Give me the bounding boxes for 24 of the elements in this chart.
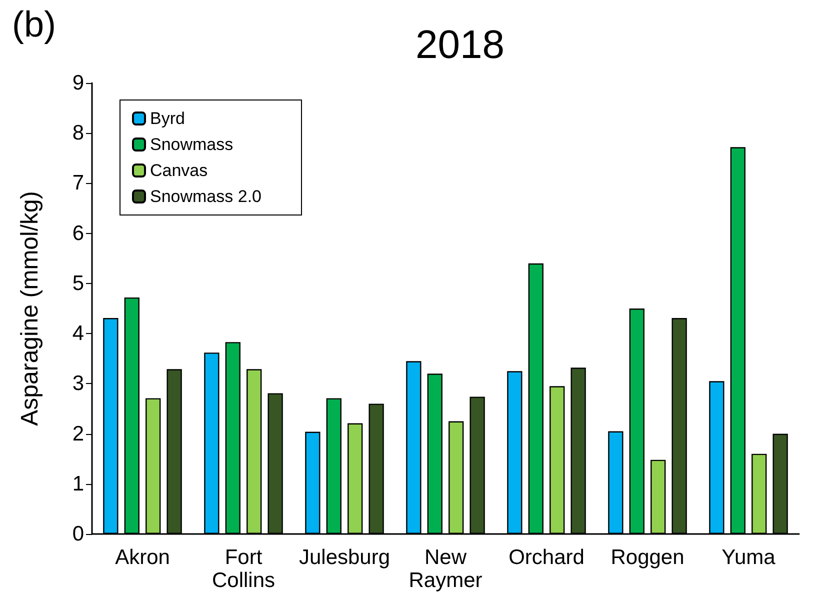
y-tick-label: 3 bbox=[72, 372, 84, 396]
x-tick-label: Fort Collins bbox=[212, 546, 276, 592]
chart-title: 2018 bbox=[416, 23, 504, 67]
legend-label: Snowmass 2.0 bbox=[150, 187, 262, 206]
legend-label: Snowmass bbox=[150, 135, 234, 154]
y-tick-label: 2 bbox=[72, 422, 84, 446]
y-tick-label: 1 bbox=[72, 472, 84, 496]
legend-label: Canvas bbox=[150, 161, 208, 180]
y-tick-label: 0 bbox=[72, 522, 84, 546]
x-tick-label: Julesburg bbox=[298, 546, 390, 569]
y-tick-label: 4 bbox=[72, 322, 84, 346]
y-tick-label: 9 bbox=[72, 72, 84, 94]
x-tick-label: Akron bbox=[115, 546, 170, 569]
y-tick-label: 5 bbox=[72, 272, 84, 295]
x-tick-label: New Raymer bbox=[408, 546, 482, 592]
y-axis-title: Asparagine (mmol/kg) bbox=[16, 191, 44, 426]
y-tick-label: 7 bbox=[72, 172, 84, 195]
x-tick-label: Roggen bbox=[610, 546, 684, 569]
y-tick-label: 6 bbox=[72, 222, 84, 245]
text: (b) bbox=[12, 4, 56, 44]
x-tick-label: Orchard bbox=[508, 546, 584, 569]
y-tick-label: 8 bbox=[72, 122, 84, 145]
x-tick-label: Yuma bbox=[722, 546, 776, 569]
legend-label: Byrd bbox=[150, 109, 185, 128]
